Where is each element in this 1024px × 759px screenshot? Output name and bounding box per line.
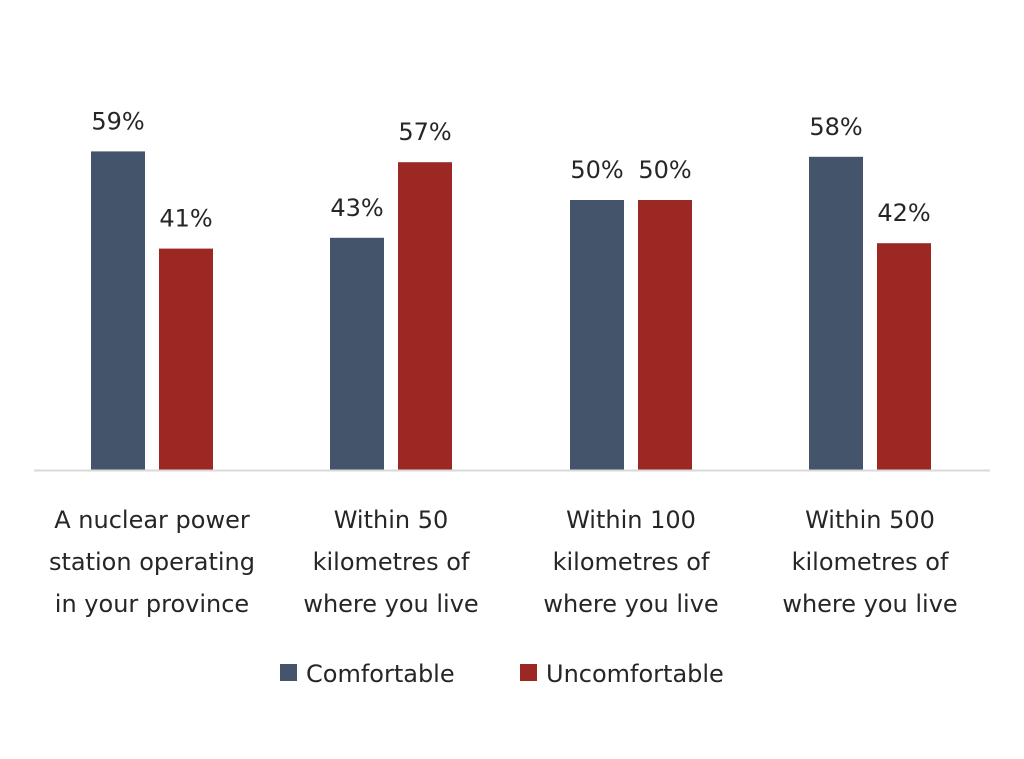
legend-swatch-comfortable bbox=[280, 664, 297, 681]
category-label-line: station operating bbox=[49, 548, 255, 576]
data-label-comfortable-3: 58% bbox=[809, 113, 862, 141]
category-label-line: where you live bbox=[782, 590, 957, 618]
bar-comfortable-3 bbox=[809, 156, 863, 471]
category-label-line: kilometres of bbox=[792, 548, 949, 576]
data-label-comfortable-1: 43% bbox=[330, 194, 383, 222]
data-label-uncomfortable-3: 42% bbox=[877, 199, 930, 227]
data-label-uncomfortable-2: 50% bbox=[638, 156, 691, 184]
legend-swatch-uncomfortable bbox=[520, 664, 537, 681]
category-label-1: Within 50 kilometres of where you live bbox=[303, 506, 478, 618]
bar-comfortable-2 bbox=[570, 200, 624, 470]
category-label-line: A nuclear power bbox=[54, 506, 250, 534]
data-label-comfortable-2: 50% bbox=[570, 156, 623, 184]
data-label-uncomfortable-0: 41% bbox=[159, 205, 212, 233]
bar-uncomfortable-0 bbox=[159, 248, 213, 470]
category-label-line: Within 100 bbox=[566, 506, 696, 534]
bar-uncomfortable-3 bbox=[877, 243, 931, 470]
bar-comfortable-0 bbox=[91, 151, 145, 470]
category-label-line: where you live bbox=[303, 590, 478, 618]
data-label-comfortable-0: 59% bbox=[91, 107, 144, 135]
data-label-uncomfortable-1: 57% bbox=[398, 118, 451, 146]
category-label-0: A nuclear power station operating in your … bbox=[49, 506, 255, 618]
category-label-2: Within 100 kilometres of where you live bbox=[543, 506, 718, 618]
bar-comfortable-1 bbox=[330, 237, 384, 470]
bar-uncomfortable-2 bbox=[638, 200, 692, 470]
category-label-line: kilometres of bbox=[553, 548, 710, 576]
legend-label-uncomfortable: Uncomfortable bbox=[546, 660, 724, 688]
category-label-line: kilometres of bbox=[313, 548, 470, 576]
category-label-line: Within 500 bbox=[805, 506, 935, 534]
category-label-3: Within 500 kilometres of where you live bbox=[782, 506, 957, 618]
category-label-line: in your province bbox=[55, 590, 249, 618]
value-labels-group: 59% 41% 43% 57% 50% 50% 58% 42% bbox=[91, 107, 930, 232]
legend-label-comfortable: Comfortable bbox=[306, 660, 455, 688]
category-label-line: Within 50 bbox=[334, 506, 449, 534]
bars-group bbox=[91, 151, 931, 471]
category-label-line: where you live bbox=[543, 590, 718, 618]
bar-uncomfortable-1 bbox=[398, 162, 452, 470]
category-labels-group: A nuclear power station operating in your … bbox=[49, 506, 958, 618]
legend: Comfortable Uncomfortable bbox=[280, 660, 724, 688]
